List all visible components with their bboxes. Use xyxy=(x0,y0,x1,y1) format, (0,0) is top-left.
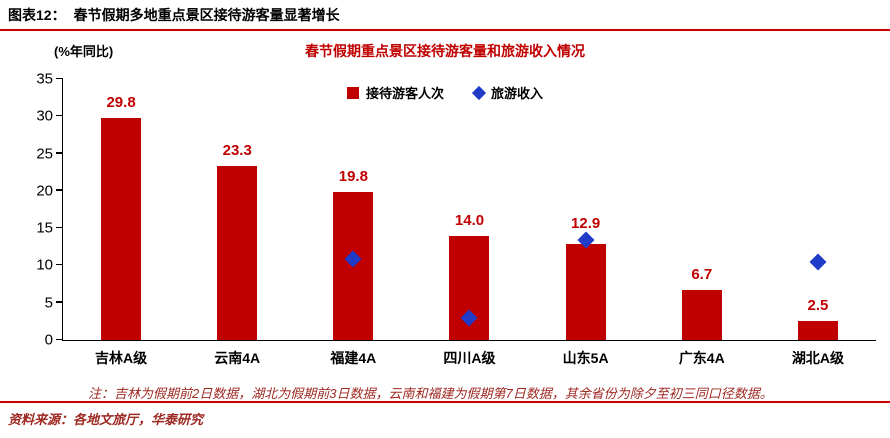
y-axis-tick-mark xyxy=(56,226,63,229)
y-axis-tick-mark xyxy=(56,301,63,303)
bar-湖北A级 xyxy=(797,321,838,340)
source-text: 资料来源：各地文旅厅，华泰研究 xyxy=(8,412,204,427)
bar-value-label: 29.8 xyxy=(106,93,136,111)
footnote: 注：吉林为假期前2日数据，湖北为假期前3日数据，云南和福建为假期第7日数据，其余… xyxy=(88,386,773,401)
figure-title: 春节假期多地重点景区接待游客量显著增长 xyxy=(73,7,340,23)
x-axis-label: 四川A级 xyxy=(443,350,496,366)
bar-value-label: 2.5 xyxy=(807,297,829,315)
legend-label-visitors: 接待游客人次 xyxy=(365,86,444,101)
y-axis-tick-mark xyxy=(56,77,63,79)
diamond-series-swatch-icon xyxy=(471,85,487,100)
category-column: 14.0 四川A级 xyxy=(411,79,527,366)
plot-columns: 29.8 吉林A级 23.3 云南4A 19.8 福建4A 14.0 四川A级 12.9 山东5A… xyxy=(63,79,876,366)
figure-header: 图表12： 春节假期多地重点景区接待游客量显著增长 xyxy=(0,0,890,31)
bar-value-label: 14.0 xyxy=(454,211,485,229)
y-axis-tick-label: 5 xyxy=(44,294,53,312)
source-bar: 资料来源：各地文旅厅，华泰研究 xyxy=(0,401,890,438)
category-column: 2.5 湖北A级 xyxy=(760,79,876,366)
category-column: 6.7 广东4A xyxy=(644,79,760,366)
y-axis-tick-label: 35 xyxy=(36,70,53,88)
figure-number-label: 图表12： xyxy=(8,7,66,23)
y-axis-tick-label: 15 xyxy=(36,219,53,237)
bar-series-swatch-icon xyxy=(346,86,359,99)
x-axis-label: 湖北A级 xyxy=(791,350,844,366)
legend-item-revenue: 旅游收入 xyxy=(471,83,544,102)
y-axis-tick-label: 0 xyxy=(44,331,53,349)
y-axis-tick-mark xyxy=(56,152,63,154)
chart-title: 春节假期重点景区接待游客量和旅游收入情况 xyxy=(305,43,585,59)
y-axis-tick-mark xyxy=(56,263,63,266)
x-axis-label: 福建4A xyxy=(330,350,377,366)
legend-item-visitors: 接待游客人次 xyxy=(346,83,444,102)
y-axis-tick-mark xyxy=(56,114,63,117)
x-axis-label: 吉林A级 xyxy=(95,350,148,366)
y-axis-tick-mark xyxy=(56,189,63,191)
bar-云南4A xyxy=(217,166,258,340)
x-axis-label: 山东5A xyxy=(562,350,609,366)
chart-legend: 接待游客人次 旅游收入 xyxy=(0,83,890,102)
bar-value-label: 6.7 xyxy=(691,266,713,284)
category-column: 29.8 吉林A级 xyxy=(63,79,179,366)
category-column: 12.9 山东5A xyxy=(528,79,644,366)
chart: (%年同比) 春节假期重点景区接待游客量和旅游收入情况 接待游客人次 旅游收入 … xyxy=(0,31,890,369)
x-axis-label: 云南4A xyxy=(214,350,261,366)
y-axis-tick-label: 30 xyxy=(36,107,53,125)
bar-value-label: 12.9 xyxy=(571,215,601,233)
bar-广东4A xyxy=(681,290,722,340)
y-axis-tick-label: 10 xyxy=(36,256,53,274)
legend-label-revenue: 旅游收入 xyxy=(491,86,544,101)
diamond-marker-湖北A级 xyxy=(809,253,827,271)
bar-吉林A级 xyxy=(101,117,142,340)
category-column: 23.3 云南4A xyxy=(179,79,295,366)
y-axis-tick-label: 20 xyxy=(36,182,53,200)
y-axis-tick-label: 25 xyxy=(36,145,53,163)
bar-value-label: 19.8 xyxy=(338,168,368,186)
category-column: 19.8 福建4A xyxy=(295,79,411,366)
plot-area: 0 5 10 15 20 25 30 35 29.8 吉林A级 23.3 云南4A 19.8 福建4A 14… xyxy=(36,72,876,366)
y-axis-tick-mark xyxy=(56,338,63,340)
y-axis-unit-label: (%年同比) xyxy=(54,44,114,59)
bar-山东5A xyxy=(565,243,606,340)
bar-value-label: 23.3 xyxy=(222,142,252,160)
x-axis-label: 广东4A xyxy=(678,350,725,366)
